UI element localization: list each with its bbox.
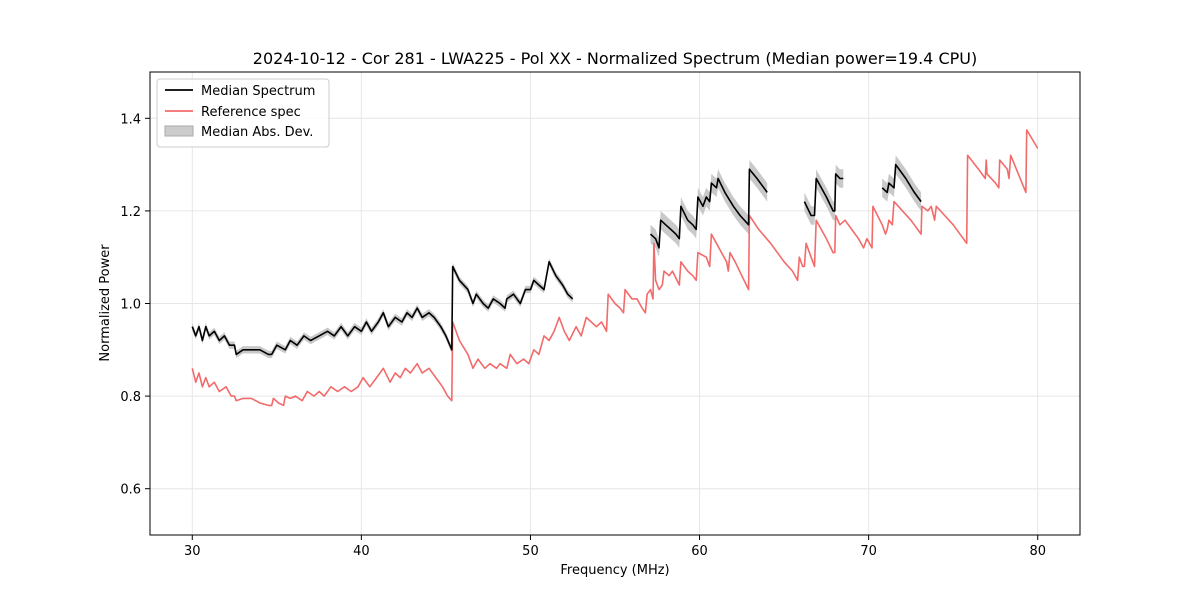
y-axis-label: Normalized Power — [98, 244, 113, 362]
x-tick-label: 30 — [184, 544, 201, 559]
chart-title: 2024-10-12 - Cor 281 - LWA225 - Pol XX -… — [253, 49, 977, 68]
ticks: 30 40 50 60 70 80 0.6 0.8 1.0 1.2 1.4 — [120, 112, 1046, 559]
x-tick-label: 40 — [353, 544, 370, 559]
reference-spec-line — [191, 129, 1039, 407]
y-tick-label: 0.8 — [120, 390, 141, 405]
legend: Median Spectrum Reference spec Median Ab… — [156, 78, 330, 148]
legend-mad-label: Median Abs. Dev. — [201, 125, 313, 140]
x-tick-label: 80 — [1029, 544, 1046, 559]
y-tick-label: 1.0 — [120, 298, 141, 313]
legend-mad-swatch — [164, 125, 194, 137]
mad-band — [192, 258, 573, 359]
median-spectrum-line — [881, 163, 922, 203]
legend-box — [156, 78, 330, 148]
x-tick-label: 70 — [860, 544, 877, 559]
legend-median-label: Median Spectrum — [201, 84, 315, 99]
y-tick-label: 0.6 — [120, 483, 141, 498]
y-tick-label: 1.4 — [120, 112, 141, 127]
median-spectrum-line — [191, 260, 574, 356]
legend-reference-label: Reference spec — [201, 105, 301, 120]
x-tick-label: 50 — [522, 544, 539, 559]
x-axis-label: Frequency (MHz) — [560, 563, 669, 578]
x-tick-label: 60 — [691, 544, 708, 559]
y-tick-label: 1.2 — [120, 205, 141, 220]
median-spectrum-line — [803, 173, 844, 217]
series-group — [191, 129, 1039, 407]
median-spectrum-line — [649, 168, 768, 249]
